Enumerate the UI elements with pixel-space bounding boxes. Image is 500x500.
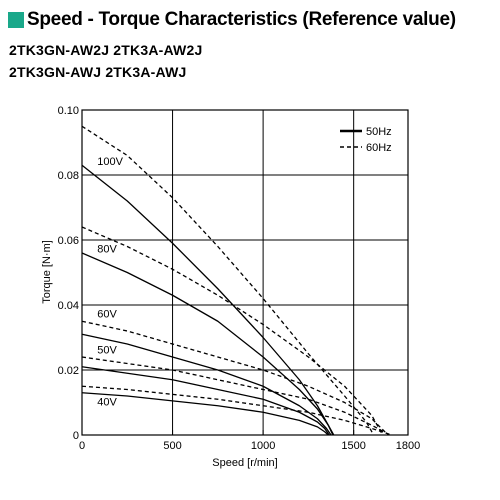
- x-tick-label: 0: [79, 440, 85, 452]
- y-tick-label: 0.02: [58, 365, 79, 377]
- header-accent-square: [8, 12, 24, 28]
- plot-border: [81, 109, 409, 436]
- tick-labels: 0 500 1000 1500 1800 0 0.02 0.04 0.06 0.08 0.10: [58, 105, 421, 452]
- series-lines: [81, 125, 392, 436]
- chart-title: Speed - Torque Characteristics (Referenc…: [27, 9, 456, 30]
- voltage-label: 80V: [97, 244, 117, 256]
- series-100v-50hz: [81, 164, 335, 436]
- series-40v-60hz: [81, 385, 392, 436]
- series-40v-50hz: [81, 392, 329, 436]
- series-80v-50hz: [81, 252, 334, 436]
- x-tick-label: 500: [163, 440, 181, 452]
- series-60v-60hz: [81, 320, 389, 436]
- legend-label: 60Hz: [366, 142, 392, 154]
- voltage-label: 40V: [97, 396, 117, 408]
- legend-label: 50Hz: [366, 126, 392, 138]
- x-tick-label: 1800: [396, 440, 420, 452]
- y-axis-label: Torque [N·m]: [41, 240, 53, 304]
- series-50v-50hz: [81, 366, 330, 436]
- y-tick-label: 0.08: [58, 170, 79, 182]
- model-line-2: 2TK3GN-AWJ 2TK3A-AWJ: [9, 64, 187, 80]
- voltage-label: 60V: [97, 309, 117, 321]
- series-80v-60hz: [81, 226, 384, 436]
- y-tick-label: 0.06: [58, 235, 79, 247]
- chart-header: Speed - Torque Characteristics (Referenc…: [8, 9, 456, 31]
- y-tick-label: 0: [73, 430, 79, 442]
- legend: 50Hz 60Hz: [340, 126, 392, 154]
- voltage-labels: 100V 80V 60V 50V 40V: [97, 156, 123, 409]
- y-tick-label: 0.04: [58, 300, 79, 312]
- series-60v-50hz: [81, 333, 332, 436]
- x-tick-label: 1500: [341, 440, 365, 452]
- grid: [82, 110, 408, 435]
- x-tick-label: 1000: [251, 440, 275, 452]
- voltage-label: 100V: [97, 156, 123, 168]
- x-axis-label: Speed [r/min]: [212, 457, 277, 469]
- model-line-1: 2TK3GN-AW2J 2TK3A-AW2J: [9, 42, 203, 58]
- series-50v-60hz: [81, 356, 391, 436]
- series-100v-60hz: [81, 125, 375, 436]
- voltage-label: 50V: [97, 344, 117, 356]
- y-tick-label: 0.10: [58, 105, 79, 117]
- plot-frame: [81, 109, 409, 436]
